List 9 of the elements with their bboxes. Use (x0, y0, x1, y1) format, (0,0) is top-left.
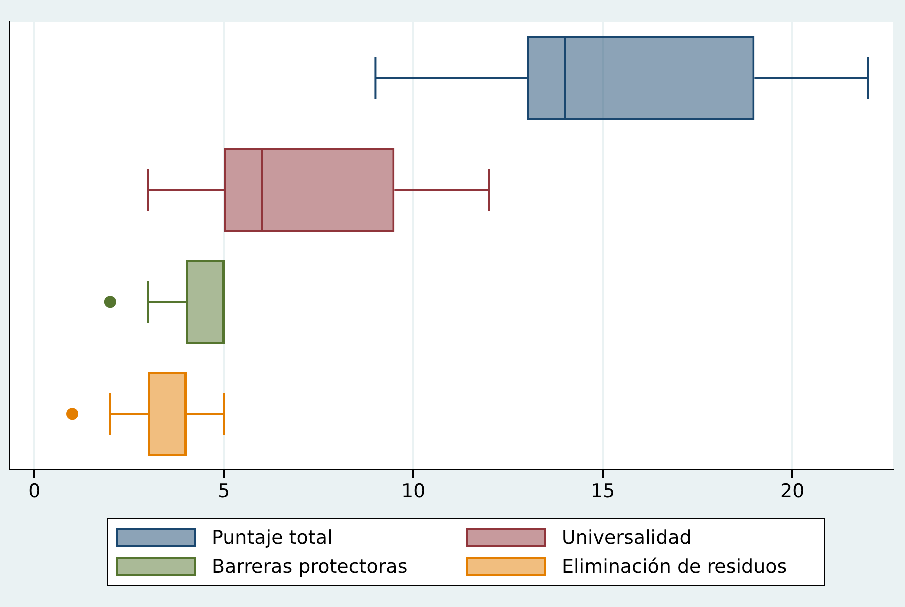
x-tick-label: 15 (590, 480, 616, 503)
legend-label: Barreras protectoras (212, 556, 408, 578)
x-tick-label: 10 (402, 480, 426, 503)
x-tick-label: 5 (218, 480, 230, 503)
legend-label: Universalidad (562, 526, 692, 548)
x-tick-label: 20 (780, 480, 805, 503)
legend-label: Eliminación de residuos (562, 556, 788, 578)
x-tick-label: 0 (28, 480, 41, 503)
legend-label: Puntaje total (212, 526, 333, 548)
